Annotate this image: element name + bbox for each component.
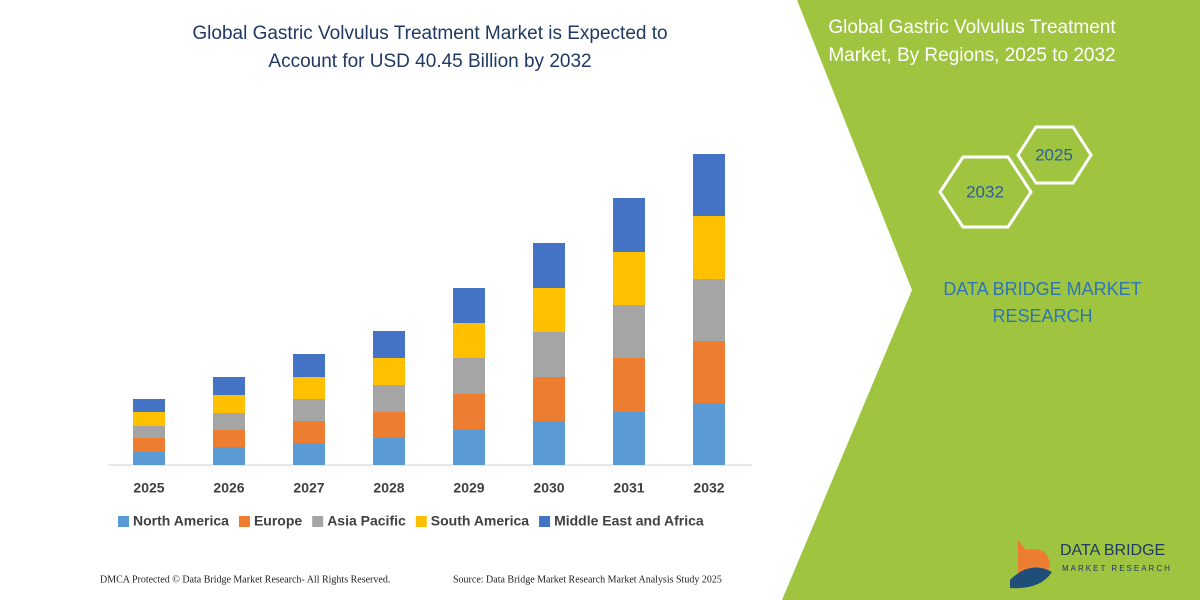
bar-segment [533,332,565,377]
bar-segment [293,399,325,421]
bar-segment [373,438,405,465]
bar-segment [133,399,165,412]
bar-segment [453,394,485,430]
bar-segment [213,377,245,395]
bar-segment [453,430,485,465]
legend-label: North America [133,513,229,529]
logo-name: DATA BRIDGE [1060,542,1165,559]
bar-segment [453,358,485,394]
source: Source: Data Bridge Market Research Mark… [453,574,722,585]
logo-shape [1010,567,1052,589]
bar-segment [613,305,645,358]
legend-swatch [238,516,250,527]
legend-swatch [539,516,551,527]
brand: DATA BRIDGE MARKET RESEARCH [943,279,1142,326]
hexagon [938,155,1033,229]
x-tick-label: 2031 [613,480,644,496]
bar-segment [533,377,565,421]
bar-segment [533,421,565,465]
bar-segment [693,154,725,216]
bar-segment [613,252,645,305]
bar-segment [293,354,325,377]
bar-segment [373,331,405,358]
bar-segment [373,385,405,412]
bar-segment [293,377,325,399]
x-tick-label: 2027 [293,480,324,496]
bar-segment [133,452,165,465]
legend-swatch [312,516,324,527]
bar-segment [693,279,725,341]
x-tick-label: 2025 [133,480,164,496]
x-tick-label: 2030 [533,480,564,496]
bar-segment [693,403,725,465]
bar-segment [613,358,645,412]
bar-segment [693,341,725,403]
legend-swatch [118,516,129,527]
hexagon-label: 2025 [1035,145,1073,164]
bar-segment [453,323,485,358]
x-tick-label: 2032 [693,480,724,496]
bar-segment [213,447,245,465]
x-tick-label: 2029 [453,480,484,496]
legend-label: Europe [254,513,302,529]
chart-title: Global Gastric Volvulus Treatment Market… [192,23,668,72]
bar-segment [213,395,245,413]
x-tick-label: 2028 [373,480,404,496]
legend-label: Asia Pacific [327,513,406,529]
bar-segment [133,412,165,426]
bar-segment [453,288,485,323]
bar-segment [373,412,405,438]
side-title: Global Gastric Volvulus Treatment Market… [828,17,1116,66]
bar-segment [693,216,725,279]
copyright: DMCA Protected © Data Bridge Market Rese… [100,574,390,585]
bar-segment [213,413,245,430]
bar-segment [293,421,325,443]
bar-segment [133,438,165,452]
hexagon-label: 2032 [966,182,1004,201]
logo-tagline: MARKET RESEARCH [1062,564,1172,573]
hexagon [1016,125,1093,185]
legend-label: South America [431,513,529,529]
legend-label: Middle East and Africa [554,513,704,529]
side-panel-bg [782,0,1200,600]
bar-segment [133,426,165,438]
bar-segment [213,430,245,447]
bar-segment [613,412,645,465]
bar-segment [533,288,565,332]
bar-segment [293,443,325,465]
bar-segment [613,198,645,252]
bar-segment [373,358,405,385]
legend-swatch [415,516,427,527]
x-tick-label: 2026 [213,480,244,496]
logo-icon [1010,540,1052,589]
bar-segment [533,243,565,288]
